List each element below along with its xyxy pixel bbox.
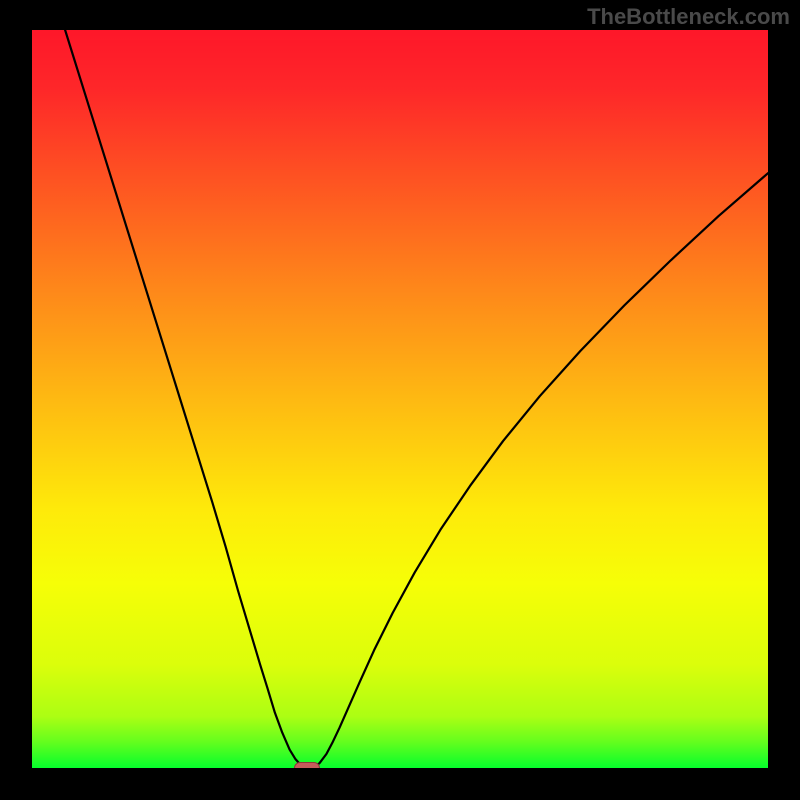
chart-curve	[32, 30, 768, 768]
chart-plot-area	[32, 30, 768, 768]
watermark-text: TheBottleneck.com	[587, 4, 790, 30]
dip-marker	[294, 762, 320, 768]
